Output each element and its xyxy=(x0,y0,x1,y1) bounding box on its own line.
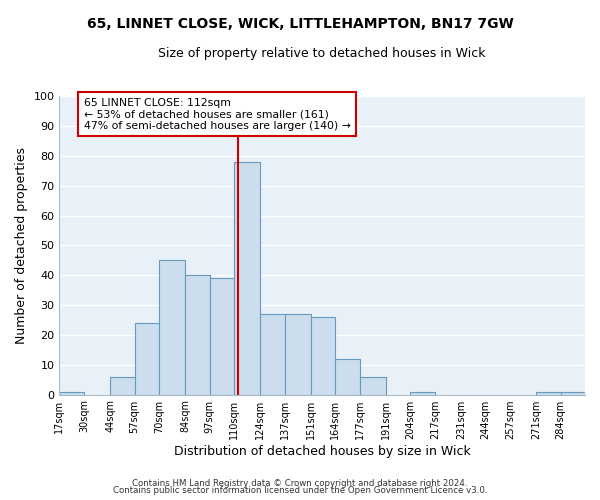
Y-axis label: Number of detached properties: Number of detached properties xyxy=(15,147,28,344)
Text: 65 LINNET CLOSE: 112sqm
← 53% of detached houses are smaller (161)
47% of semi-d: 65 LINNET CLOSE: 112sqm ← 53% of detache… xyxy=(84,98,350,131)
Bar xyxy=(59,392,84,394)
Bar xyxy=(560,392,585,394)
Bar xyxy=(284,314,311,394)
Bar xyxy=(335,359,360,394)
Bar xyxy=(410,392,435,394)
X-axis label: Distribution of detached houses by size in Wick: Distribution of detached houses by size … xyxy=(174,444,470,458)
Title: Size of property relative to detached houses in Wick: Size of property relative to detached ho… xyxy=(158,48,486,60)
Bar xyxy=(311,317,335,394)
Bar xyxy=(360,376,386,394)
Bar xyxy=(134,323,159,394)
Bar xyxy=(159,260,185,394)
Bar xyxy=(260,314,284,394)
Text: 65, LINNET CLOSE, WICK, LITTLEHAMPTON, BN17 7GW: 65, LINNET CLOSE, WICK, LITTLEHAMPTON, B… xyxy=(86,18,514,32)
Text: Contains HM Land Registry data © Crown copyright and database right 2024.: Contains HM Land Registry data © Crown c… xyxy=(132,478,468,488)
Text: Contains public sector information licensed under the Open Government Licence v3: Contains public sector information licen… xyxy=(113,486,487,495)
Bar xyxy=(185,276,209,394)
Bar xyxy=(110,376,134,394)
Bar xyxy=(234,162,260,394)
Bar xyxy=(209,278,234,394)
Bar xyxy=(536,392,560,394)
